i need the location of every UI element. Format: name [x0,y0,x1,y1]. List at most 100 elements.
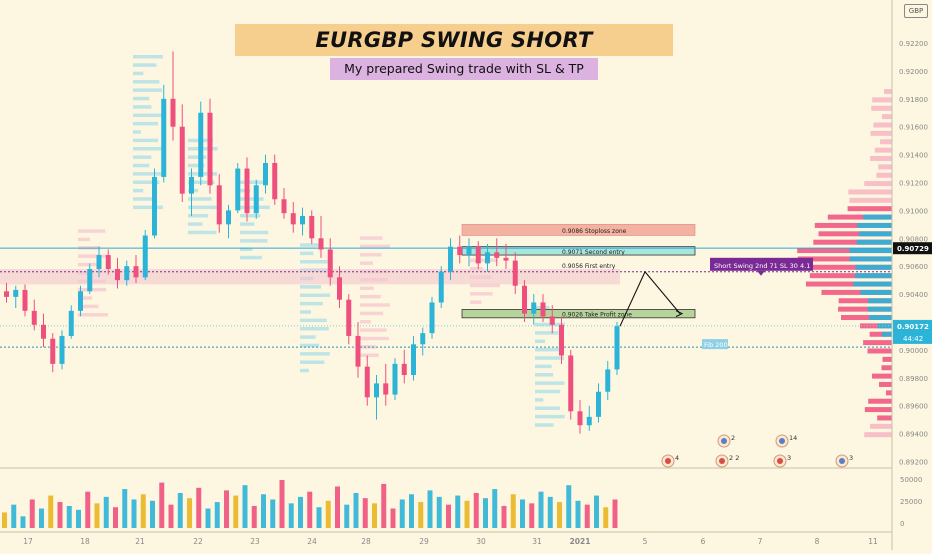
volume-tick-label: 25000 [900,498,922,506]
volume-bar [66,505,72,528]
volume-bar [603,507,609,528]
volume-profile-bar [864,181,892,187]
price-tick-label: 0.90000 [899,347,928,355]
session-profile-bar [78,313,108,317]
candle-body [124,266,130,281]
volume-profile-bar [877,415,892,421]
flag-icon [721,438,727,444]
stoploss-zone[interactable] [461,224,696,236]
volume-profile-bar [869,315,892,321]
volume-bar [409,494,414,528]
time-tick-label: 29 [419,537,429,546]
first-entry-label: 0.9056 First entry [562,263,616,270]
volume-profile-bar [856,239,892,245]
price-tick-label: 0.90400 [899,291,928,299]
volume-bar [353,492,359,528]
session-profile-bar [133,172,163,176]
candle-body [290,213,296,225]
session-profile-bar [535,364,552,369]
candle-body [577,411,583,426]
session-profile-bar [78,304,99,309]
signal-box[interactable] [710,257,813,271]
volume-bar [372,503,377,528]
trade-zones-layer: 0.9086 Stoploss zone 0.9071 Second entry 0… [0,224,892,348]
candle-body [41,324,46,339]
volume-bar [390,508,396,528]
volume-profile-bar [818,231,892,237]
candle-body [531,302,537,314]
volume-bar [103,496,109,528]
candle-body [133,266,139,278]
session-profile-bar [360,328,387,332]
candle-body [549,316,555,325]
price-tick-label: 0.89600 [899,403,928,411]
price-tick-label: 0.89200 [899,459,928,467]
volume-bar [464,500,470,528]
candle-body [457,246,463,256]
volume-profile-bar [869,331,892,337]
volume-bar [316,507,322,528]
flag-icon [779,438,785,444]
volume-profile-bar [882,356,892,362]
volume-bar [251,505,257,528]
candle-body [235,168,241,211]
candle-body [466,246,472,256]
symbol-badge[interactable]: GBP [904,4,928,18]
volume-profile-bar [848,189,892,195]
volume-tick-label: 50000 [900,476,922,484]
volume-profile-bar [881,331,892,337]
current-price-label: 0.90172 [897,323,929,331]
session-profile-bar [535,406,560,410]
session-profile-bar [535,373,554,377]
grid-layer [0,0,893,550]
candle-body [605,369,611,392]
session-profile-bar [78,262,100,267]
session-profile-bar [133,54,163,59]
session-profile-bar [133,155,152,159]
session-profile-bar [535,331,559,335]
session-profile-bar [300,301,323,306]
volume-bar [214,502,220,528]
volume-bar [427,490,433,528]
volume-profile-bar [878,164,892,170]
candle-body [216,185,222,225]
session-profile-bar [535,414,565,419]
volume-bar [584,504,590,528]
event-badge-count: 3 [849,454,853,462]
session-profile-bar [360,294,381,299]
volume-profile-bar [855,273,892,279]
session-profile-bar [535,389,561,394]
title-banner [235,24,673,56]
price-tick-label: 0.92200 [899,40,928,48]
volume-profile-bar [821,289,892,295]
volume-profile-bar [877,323,892,329]
candle-body [13,289,19,297]
session-profile-bar [535,398,544,402]
candle-body [68,310,74,336]
volume-profile-bar [867,306,892,312]
take-profit-zone[interactable] [461,309,696,319]
volume-profile-bar [864,407,892,413]
volume-profile-bar [870,130,892,136]
candle-body [614,326,620,370]
session-profile-bar [470,258,498,263]
session-profile-bar [470,300,482,304]
time-tick-label: 6 [701,537,706,546]
projection-arrowhead [675,310,684,318]
session-profile-bar [300,318,327,323]
volume-profile-bar [867,348,892,354]
volume-bar [205,508,211,528]
candle-body [309,215,315,239]
volume-bar [94,503,100,528]
projection-path [619,270,681,327]
candle-body [78,291,83,311]
chart-subtitle: My prepared Swing trade with SL & TP [344,61,584,76]
price-tick-label: 0.92000 [899,68,928,76]
highlight-price-label: 0.90729 [897,245,929,253]
volume-bar [381,483,387,528]
session-profile-bar [360,336,389,341]
time-tick-label: 2021 [570,537,591,546]
session-profile-bar [300,293,330,297]
